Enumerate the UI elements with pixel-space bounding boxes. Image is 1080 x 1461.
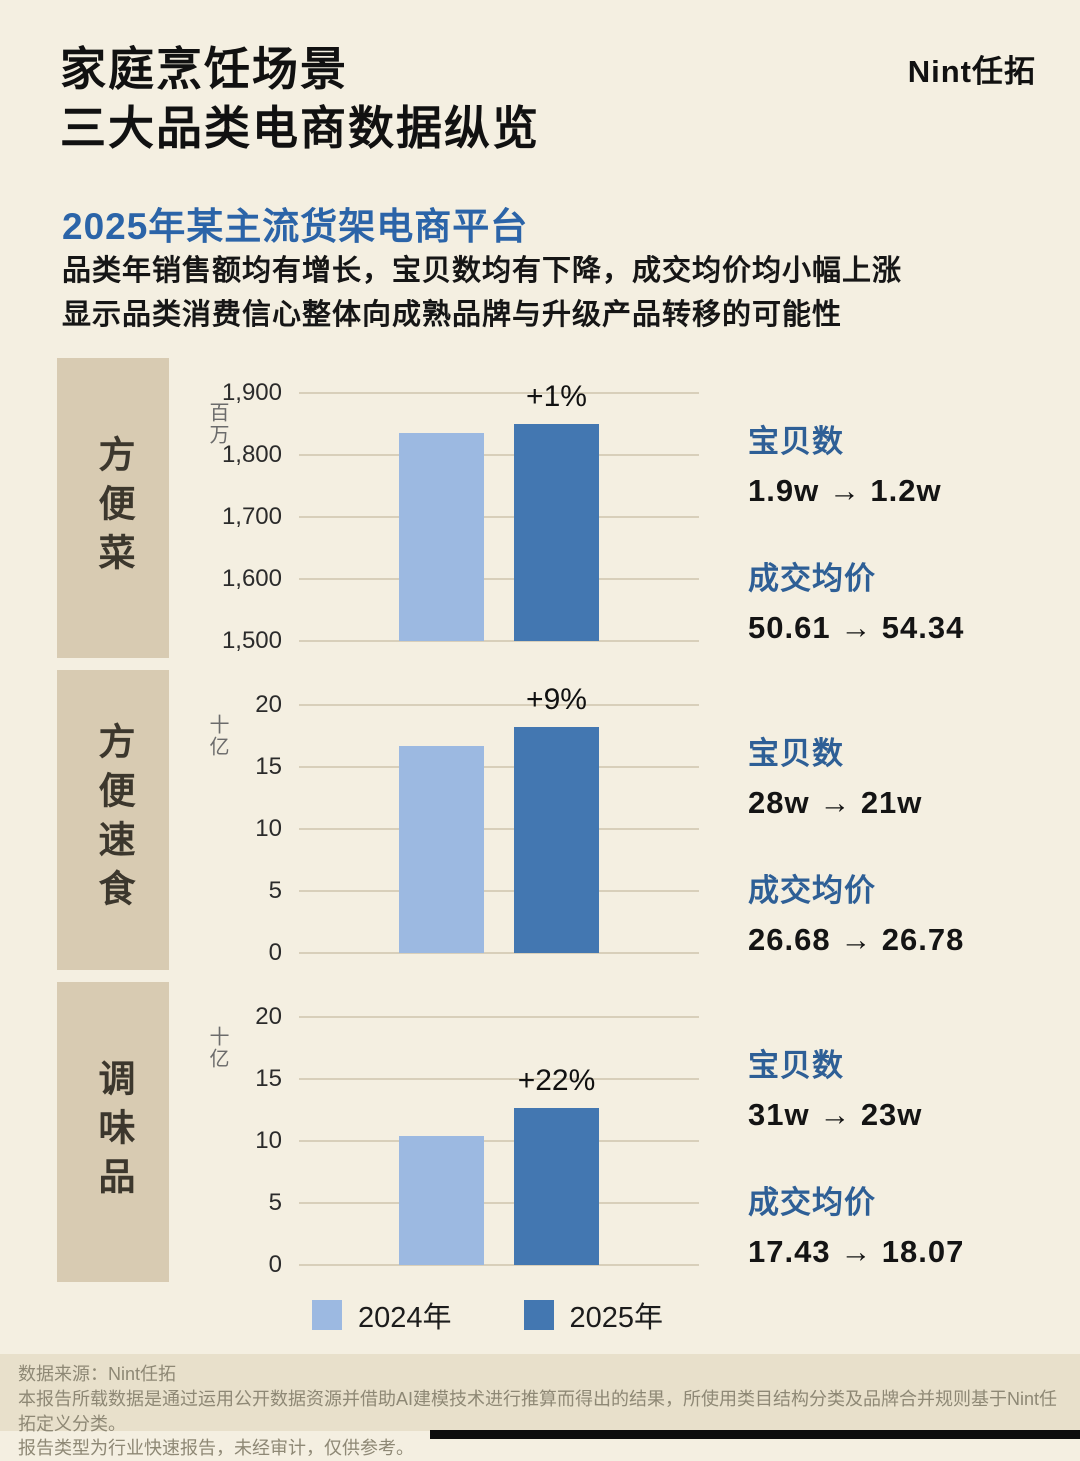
legend-item-2025: 2025年: [523, 1294, 664, 1336]
y-tick-label: 10: [255, 1127, 282, 1154]
category-label: 方便速食: [93, 722, 134, 918]
items-count-value: 1.9w → 1.2w: [748, 473, 942, 508]
bar-2024: [399, 745, 484, 953]
category-label-box: 方便菜: [57, 358, 169, 658]
y-tick-label: 1,700: [221, 503, 282, 530]
avg-price-label: 成交均价: [748, 1185, 876, 1220]
gridline: [299, 704, 699, 706]
avg-price-label: 成交均价: [748, 561, 876, 596]
data-source: 数据来源：Nint任拓: [18, 1364, 177, 1384]
items-count-value: 28w → 21w: [748, 785, 923, 820]
category-label: 调味品: [93, 1058, 134, 1206]
y-tick-label: 1,500: [221, 627, 282, 654]
section-subtitle: 2025年某主流货架电商平台: [62, 206, 529, 247]
gridline: [299, 1016, 699, 1018]
page-title-line2: 三大品类电商数据纵览: [60, 101, 540, 154]
report-header: 家庭烹饪场景 三大品类电商数据纵览: [60, 40, 540, 158]
bar-chart: 十亿 +9% 0 5 10 15 20: [169, 670, 734, 970]
bar-2025: [514, 727, 599, 953]
section-convenience-dishes: 方便菜 百万 +1% 1,500 1,600 1,700 1,800 1,900 宝贝数…: [57, 358, 1040, 658]
y-axis-unit: 百万: [206, 402, 228, 446]
y-axis-unit: 十亿: [206, 714, 228, 758]
legend-label-2024: 2024年: [358, 1302, 452, 1334]
items-count-label: 宝贝数: [748, 736, 844, 771]
gridline: [299, 640, 699, 642]
description: 品类年销售额均有增长，宝贝数均有下降，成交均价均小幅上涨 显示品类消费信心整体向…: [62, 250, 902, 337]
plot-area: +9%: [299, 683, 699, 954]
gridline: [299, 890, 699, 892]
bar-2024: [399, 1136, 484, 1265]
brand-logo: Nint任拓: [907, 54, 1036, 89]
disclaimer-line2: 报告类型为行业快速报告，未经审计，仅供参考。: [18, 1438, 414, 1459]
gridline: [299, 578, 699, 580]
gridline: [299, 952, 699, 954]
stats-panel: 宝贝数 31w → 23w 成交均价 17.43 → 18.07: [734, 982, 1040, 1282]
growth-annotation: +9%: [526, 683, 587, 717]
disclaimer-line1: 本报告所载数据是通过运用公开数据资源并借助AI建模技术进行推算而得出的结果，所使…: [18, 1388, 1058, 1434]
footer: 数据来源：Nint任拓 本报告所载数据是通过运用公开数据资源并借助AI建模技术进…: [0, 1354, 1080, 1458]
y-tick-label: 10: [255, 815, 282, 842]
legend-swatch-2025: [523, 1300, 554, 1330]
gridline: [299, 1264, 699, 1266]
category-label-box: 调味品: [57, 982, 169, 1282]
avg-price-label: 成交均价: [748, 873, 876, 908]
bar-chart: 百万 +1% 1,500 1,600 1,700 1,800 1,900: [169, 358, 734, 658]
gridline: [299, 1078, 699, 1080]
bar-chart: 十亿 +22% 0 5 10 15 20: [169, 982, 734, 1282]
gridline: [299, 828, 699, 830]
bar-2025: [514, 1107, 599, 1265]
avg-price-value: 50.61 → 54.34: [748, 610, 965, 645]
bottom-bar: [430, 1430, 1080, 1439]
y-tick-label: 0: [268, 939, 282, 966]
gridline: [299, 516, 699, 518]
gridline: [299, 454, 699, 456]
avg-price-value: 26.68 → 26.78: [748, 922, 965, 957]
section-condiments: 调味品 十亿 +22% 0 5 10 15 20 宝贝数 31w → 23w 成交均价 …: [57, 982, 1040, 1282]
avg-price-value: 17.43 → 18.07: [748, 1234, 965, 1269]
chart-sections: 方便菜 百万 +1% 1,500 1,600 1,700 1,800 1,900 宝贝数…: [57, 358, 1040, 1282]
plot-area: +1%: [299, 380, 699, 642]
bar-2025: [514, 424, 599, 641]
gridline: [299, 392, 699, 394]
items-count-label: 宝贝数: [748, 424, 844, 459]
y-tick-label: 5: [268, 1189, 282, 1216]
category-label-box: 方便速食: [57, 670, 169, 970]
bar-2024: [399, 433, 484, 641]
stats-panel: 宝贝数 1.9w → 1.2w 成交均价 50.61 → 54.34: [734, 358, 1040, 658]
section-instant-food: 方便速食 十亿 +9% 0 5 10 15 20 宝贝数 28w → 21w 成交均价 …: [57, 670, 1040, 970]
growth-annotation: +1%: [526, 380, 587, 413]
chart-legend: 2024年 2025年: [312, 1294, 663, 1336]
y-tick-label: 20: [255, 691, 282, 718]
category-label: 方便菜: [93, 434, 134, 582]
legend-swatch-2024: [312, 1300, 342, 1330]
y-tick-label: 15: [255, 753, 282, 780]
stats-panel: 宝贝数 28w → 21w 成交均价 26.68 → 26.78: [734, 670, 1040, 970]
y-tick-label: 20: [255, 1003, 282, 1030]
description-line1: 品类年销售额均有增长，宝贝数均有下降，成交均价均小幅上涨: [62, 255, 903, 287]
gridline: [299, 1140, 699, 1142]
items-count-label: 宝贝数: [748, 1048, 844, 1083]
growth-annotation: +22%: [517, 1063, 596, 1097]
y-tick-label: 5: [268, 877, 282, 904]
gridline: [299, 1202, 699, 1204]
legend-label-2025: 2025年: [569, 1302, 664, 1334]
y-tick-label: 0: [268, 1251, 282, 1278]
legend-item-2024: 2024年: [312, 1294, 452, 1336]
y-tick-label: 15: [255, 1065, 282, 1092]
y-tick-label: 1,900: [221, 379, 282, 406]
y-axis-unit: 十亿: [206, 1026, 228, 1070]
plot-area: +22%: [299, 1016, 699, 1266]
items-count-value: 31w → 23w: [748, 1097, 923, 1132]
description-line2: 显示品类消费信心整体向成熟品牌与升级产品转移的可能性: [62, 298, 843, 331]
y-tick-label: 1,600: [221, 565, 282, 592]
gridline: [299, 766, 699, 768]
page-title-line1: 家庭烹饪场景: [60, 43, 348, 95]
y-tick-label: 1,800: [221, 441, 282, 468]
